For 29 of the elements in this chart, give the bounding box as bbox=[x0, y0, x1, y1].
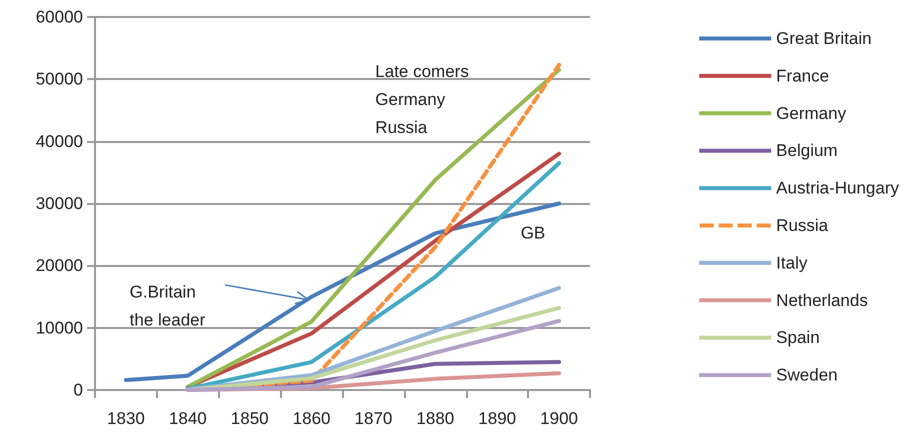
x-tick-label: 1850 bbox=[230, 409, 269, 428]
annotation: Late comers Germany Russia bbox=[375, 62, 474, 137]
legend-label: Sweden bbox=[776, 366, 838, 385]
legend-label: France bbox=[776, 66, 830, 86]
y-tick-label: 60000 bbox=[36, 8, 83, 26]
legend-label: Belgium bbox=[776, 141, 838, 160]
y-tick-label: 30000 bbox=[36, 194, 83, 213]
y-tick-label: 10000 bbox=[36, 318, 83, 338]
annotation: G.Britain the leader bbox=[130, 282, 206, 330]
x-tick-label: 1880 bbox=[416, 409, 454, 428]
x-tick-label: 1870 bbox=[354, 409, 392, 428]
y-tick-label: 40000 bbox=[36, 132, 83, 151]
y-tick-label: 50000 bbox=[36, 70, 83, 89]
x-tick-label: 1860 bbox=[292, 409, 330, 428]
x-tick-label: 1900 bbox=[540, 409, 578, 428]
legend-label: Russia bbox=[776, 216, 829, 235]
annotation: GB bbox=[520, 224, 546, 243]
legend-label: Austria-Hungary bbox=[776, 178, 900, 198]
legend-label: Netherlands bbox=[776, 290, 868, 310]
y-tick-label: 0 bbox=[74, 380, 83, 400]
x-tick-label: 1840 bbox=[168, 409, 207, 428]
y-tick-label: 20000 bbox=[36, 256, 83, 276]
x-tick-label: 1890 bbox=[478, 409, 516, 428]
legend-label: Great Britain bbox=[776, 29, 872, 48]
line-series bbox=[124, 202, 562, 382]
legend-label: Italy bbox=[776, 253, 808, 272]
x-tick-label: 1830 bbox=[107, 409, 145, 428]
legend-label: Spain bbox=[776, 328, 820, 348]
legend-label: Germany bbox=[776, 104, 847, 123]
